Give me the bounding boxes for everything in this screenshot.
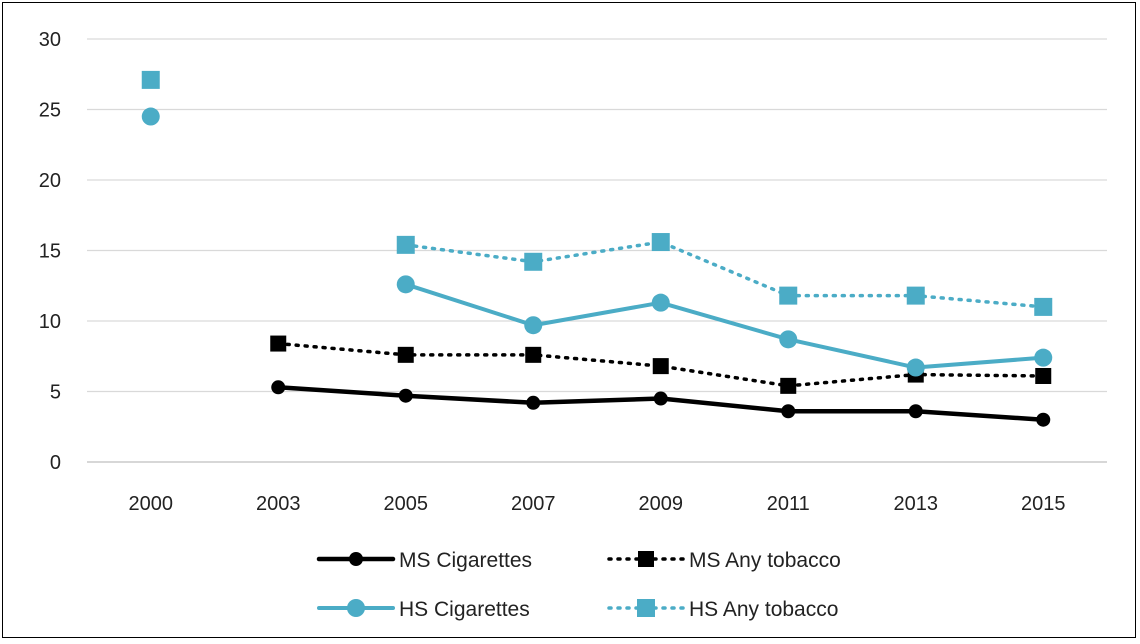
x-tick-label: 2009	[639, 493, 684, 515]
x-axis-ticks: 2000 2003 2005 2007 2009 2011 2013 2015	[129, 493, 1066, 515]
gridlines	[87, 38, 1107, 463]
data-point	[525, 346, 542, 363]
x-tick-label: 2015	[1021, 493, 1066, 515]
data-point	[397, 346, 414, 363]
series-group	[141, 70, 1053, 427]
line-chart: 0 5 10 15 20 25 30 2000 2003 2005 2007 2009 2011 201…	[39, 29, 1107, 621]
x-tick-label: 2011	[767, 493, 810, 515]
data-point	[398, 388, 413, 403]
y-tick-label: 30	[39, 29, 61, 51]
x-tick-label: 2007	[511, 493, 556, 515]
x-tick-label: 2013	[894, 493, 939, 515]
x-tick-label: 2005	[384, 493, 429, 515]
data-point	[526, 395, 541, 410]
x-tick-label: 2000	[129, 493, 174, 515]
legend-item: HS Any tobacco	[607, 598, 838, 621]
legend-label: MS Cigarettes	[399, 549, 532, 572]
legend: MS Cigarettes MS Any tobacco HS Cigarettes…	[316, 549, 841, 621]
series-line	[403, 282, 1046, 370]
data-point	[1034, 348, 1053, 367]
series-hs-any-tobacco	[141, 70, 1053, 316]
y-axis-ticks: 0 5 10 15 20 25 30	[39, 29, 61, 474]
y-tick-label: 0	[50, 452, 61, 474]
y-tick-label: 15	[39, 241, 61, 263]
data-point	[653, 391, 668, 406]
data-point	[779, 330, 798, 349]
legend-item: MS Any tobacco	[607, 549, 841, 572]
legend-marker	[638, 551, 654, 567]
y-tick-label: 5	[50, 382, 61, 404]
data-point	[270, 335, 287, 352]
legend-marker	[637, 599, 655, 617]
data-point	[141, 107, 160, 126]
y-tick-label: 25	[39, 100, 61, 122]
series-ms-cigarettes	[271, 380, 1051, 427]
legend-item: HS Cigarettes	[317, 598, 530, 621]
data-point	[141, 70, 160, 89]
data-point	[651, 233, 670, 252]
x-tick-label: 2003	[256, 493, 301, 515]
data-point	[1035, 367, 1052, 384]
data-point	[651, 293, 670, 312]
legend-marker	[347, 599, 365, 617]
data-point	[271, 380, 286, 395]
y-tick-label: 20	[39, 170, 61, 192]
data-point	[1036, 412, 1051, 427]
data-point	[908, 404, 923, 419]
data-point	[652, 358, 669, 375]
data-point	[524, 252, 543, 271]
data-point	[906, 358, 925, 377]
data-point	[396, 275, 415, 294]
legend-label: MS Any tobacco	[689, 549, 841, 572]
data-point	[906, 286, 925, 305]
legend-label: HS Cigarettes	[399, 598, 530, 621]
data-point	[780, 377, 797, 394]
data-point	[779, 286, 798, 305]
data-point	[524, 316, 543, 335]
legend-marker	[349, 552, 363, 566]
data-point	[1034, 297, 1053, 316]
y-tick-label: 10	[39, 311, 61, 333]
data-point	[396, 235, 415, 254]
data-point	[781, 404, 796, 419]
series-line	[404, 240, 1045, 309]
legend-item: MS Cigarettes	[316, 549, 532, 572]
legend-label: HS Any tobacco	[689, 598, 838, 621]
series-hs-cigarettes	[141, 107, 1053, 377]
